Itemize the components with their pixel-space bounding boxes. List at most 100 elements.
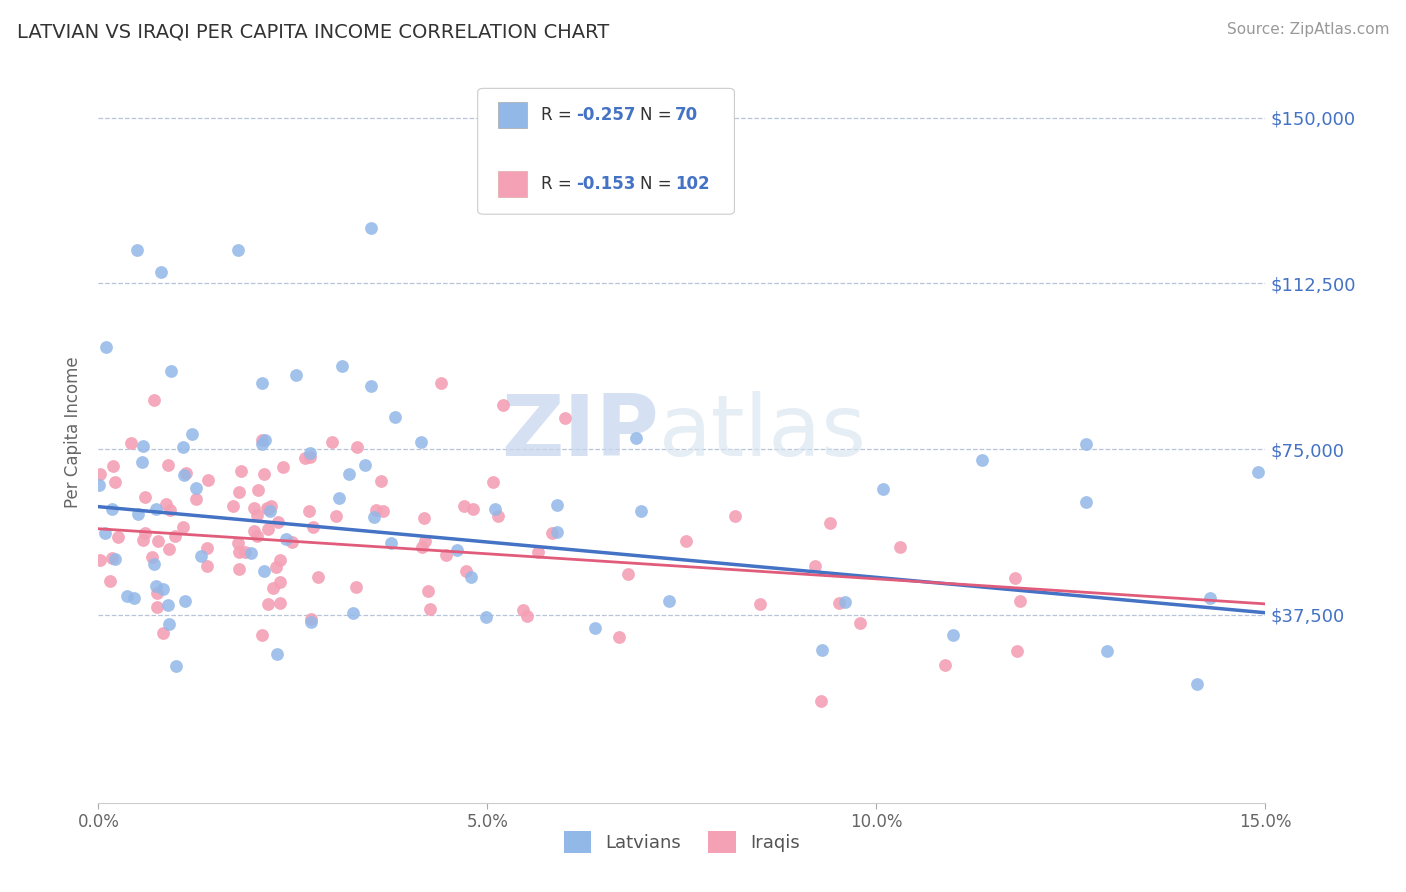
Point [159, 502, 181, 516]
Point [849, 615, 872, 630]
Point [460, 570, 482, 584]
Point [250, 437, 273, 451]
Point [266, 647, 288, 661]
Point [93, 525, 115, 540]
Point [197, 559, 219, 574]
Point [749, 597, 772, 611]
Point [271, 459, 294, 474]
Point [253, 467, 276, 481]
Point [134, 526, 156, 541]
Point [330, 359, 353, 373]
Point [344, 580, 367, 594]
Point [195, 541, 218, 555]
Point [482, 475, 505, 489]
Text: LATVIAN VS IRAQI PER CAPITA INCOME CORRELATION CHART: LATVIAN VS IRAQI PER CAPITA INCOME CORRE… [17, 22, 609, 41]
Point [298, 504, 321, 518]
Point [173, 468, 195, 483]
Point [89, 553, 111, 567]
Point [486, 508, 509, 523]
Text: Source: ZipAtlas.com: Source: ZipAtlas.com [1226, 22, 1389, 37]
Point [127, 508, 149, 522]
Point [117, 589, 139, 603]
Point [1074, 437, 1097, 451]
Point [360, 379, 382, 393]
Point [419, 602, 441, 616]
Point [1004, 570, 1026, 584]
Point [1247, 465, 1270, 479]
Point [246, 508, 269, 523]
Text: 102: 102 [675, 175, 710, 194]
Point [184, 481, 207, 495]
Point [176, 466, 198, 480]
Point [103, 459, 125, 474]
Point [269, 575, 291, 590]
Point [228, 545, 250, 559]
Point [180, 427, 202, 442]
Point [260, 500, 283, 514]
Text: N =: N = [640, 105, 676, 124]
Point [583, 621, 606, 635]
Point [107, 530, 129, 544]
Point [120, 436, 142, 450]
Point [299, 446, 322, 460]
Point [157, 541, 180, 556]
Point [89, 478, 111, 492]
Point [360, 221, 382, 235]
Point [630, 504, 652, 518]
Point [252, 628, 274, 642]
Point [454, 564, 477, 578]
Point [143, 392, 166, 407]
Text: 70: 70 [675, 105, 697, 124]
Point [134, 490, 156, 504]
Point [370, 474, 392, 488]
Point [101, 502, 124, 516]
Point [246, 529, 269, 543]
Point [228, 244, 250, 258]
Point [1185, 676, 1208, 690]
Point [243, 501, 266, 516]
Point [1097, 644, 1119, 658]
Point [228, 562, 250, 576]
Point [321, 435, 343, 450]
FancyBboxPatch shape [498, 102, 527, 128]
Point [354, 458, 377, 472]
Point [250, 433, 273, 447]
Point [492, 398, 515, 412]
Point [152, 582, 174, 597]
Point [146, 586, 169, 600]
Point [132, 439, 155, 453]
Point [89, 467, 111, 482]
Point [429, 376, 451, 390]
Point [165, 659, 187, 673]
Text: ZIP: ZIP [501, 391, 658, 475]
Point [122, 591, 145, 606]
Point [675, 534, 697, 549]
Point [828, 596, 851, 610]
Point [298, 450, 321, 464]
Point [250, 376, 273, 391]
Text: N =: N = [640, 175, 676, 194]
Point [197, 473, 219, 487]
Point [155, 497, 177, 511]
Point [157, 617, 180, 632]
Point [972, 452, 994, 467]
Point [446, 543, 468, 558]
Point [342, 606, 364, 620]
Point [228, 484, 250, 499]
Point [186, 491, 208, 506]
Point [889, 541, 911, 555]
Point [269, 596, 291, 610]
Point [299, 615, 322, 629]
Point [723, 508, 745, 523]
Point [834, 595, 856, 609]
Text: R =: R = [541, 105, 576, 124]
Point [262, 582, 284, 596]
Point [363, 509, 385, 524]
Point [346, 440, 368, 454]
Point [156, 599, 179, 613]
Point [284, 368, 307, 382]
Point [810, 694, 832, 708]
Point [804, 558, 827, 573]
Point [1199, 591, 1222, 605]
Point [294, 451, 316, 466]
